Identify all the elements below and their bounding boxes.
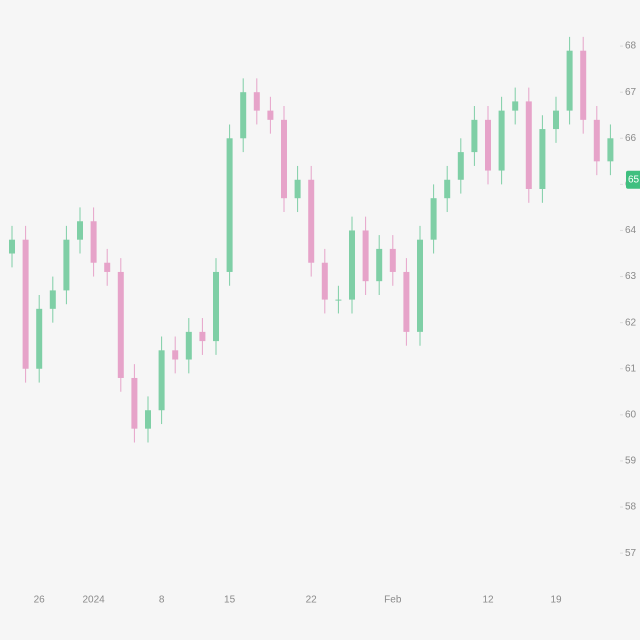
y-tick-label: 57: [625, 548, 637, 559]
candle-body: [267, 110, 274, 120]
candle-body: [36, 308, 43, 369]
y-tick-label: 59: [625, 456, 637, 467]
last-price-label: 65.1: [628, 174, 640, 185]
candle-body: [281, 119, 287, 199]
y-tick-label: 60: [625, 409, 637, 420]
candle-body: [335, 299, 342, 301]
candle-body: [213, 271, 219, 342]
candle-body: [553, 110, 559, 130]
candle-body: [389, 248, 396, 272]
candle-body: [253, 92, 260, 111]
candle-body: [444, 179, 451, 199]
x-tick-label: 26: [34, 595, 46, 606]
candle-body: [512, 101, 519, 111]
candle-body: [294, 179, 301, 199]
candle-body: [417, 239, 423, 332]
candle-body: [376, 248, 383, 282]
candle-body: [349, 230, 355, 300]
candle-body: [485, 119, 491, 171]
candle-body: [362, 230, 369, 282]
y-tick-label: 61: [625, 363, 637, 374]
y-tick-label: 67: [625, 87, 637, 98]
candle-body: [77, 221, 83, 240]
candle-body: [539, 129, 546, 189]
candle-body: [226, 138, 233, 272]
candle-body: [131, 377, 138, 429]
candle-body: [104, 262, 111, 272]
x-tick-label: 8: [159, 595, 165, 606]
y-tick-label: 58: [625, 502, 637, 513]
candle-body: [49, 290, 56, 309]
candle-body: [185, 331, 192, 360]
candle-body: [457, 152, 464, 180]
candle-body: [90, 221, 97, 263]
x-tick-label: Feb: [384, 595, 402, 606]
candle-body: [22, 239, 29, 369]
candle-body: [308, 179, 315, 263]
x-tick-label: 2024: [82, 595, 105, 606]
y-tick-label: 64: [625, 225, 637, 236]
candle-body: [158, 350, 165, 411]
y-tick-label: 63: [625, 271, 637, 282]
x-tick-label: 15: [224, 595, 236, 606]
candle-body: [430, 198, 437, 240]
candle-body: [199, 331, 206, 342]
candle-body: [63, 239, 70, 291]
candle-body: [117, 271, 124, 378]
candle-body: [321, 262, 328, 300]
candle-body: [580, 50, 587, 120]
candle-body: [240, 92, 247, 139]
candle-body: [172, 350, 179, 360]
candle-body: [403, 271, 410, 332]
y-tick-label: 66: [625, 133, 637, 144]
y-tick-label: 68: [625, 41, 637, 52]
candle-body: [525, 101, 532, 189]
candle-body: [607, 138, 614, 162]
x-tick-label: 19: [550, 595, 562, 606]
candle-body: [566, 50, 573, 111]
x-tick-label: 22: [306, 595, 318, 606]
candle-body: [145, 410, 151, 429]
y-tick-label: 62: [625, 317, 637, 328]
x-tick-label: 12: [482, 595, 494, 606]
candle-body: [593, 119, 600, 162]
candle-body: [471, 119, 478, 153]
candle-body: [498, 110, 505, 171]
last-price-tag: [626, 170, 640, 189]
candle-body: [9, 239, 15, 254]
